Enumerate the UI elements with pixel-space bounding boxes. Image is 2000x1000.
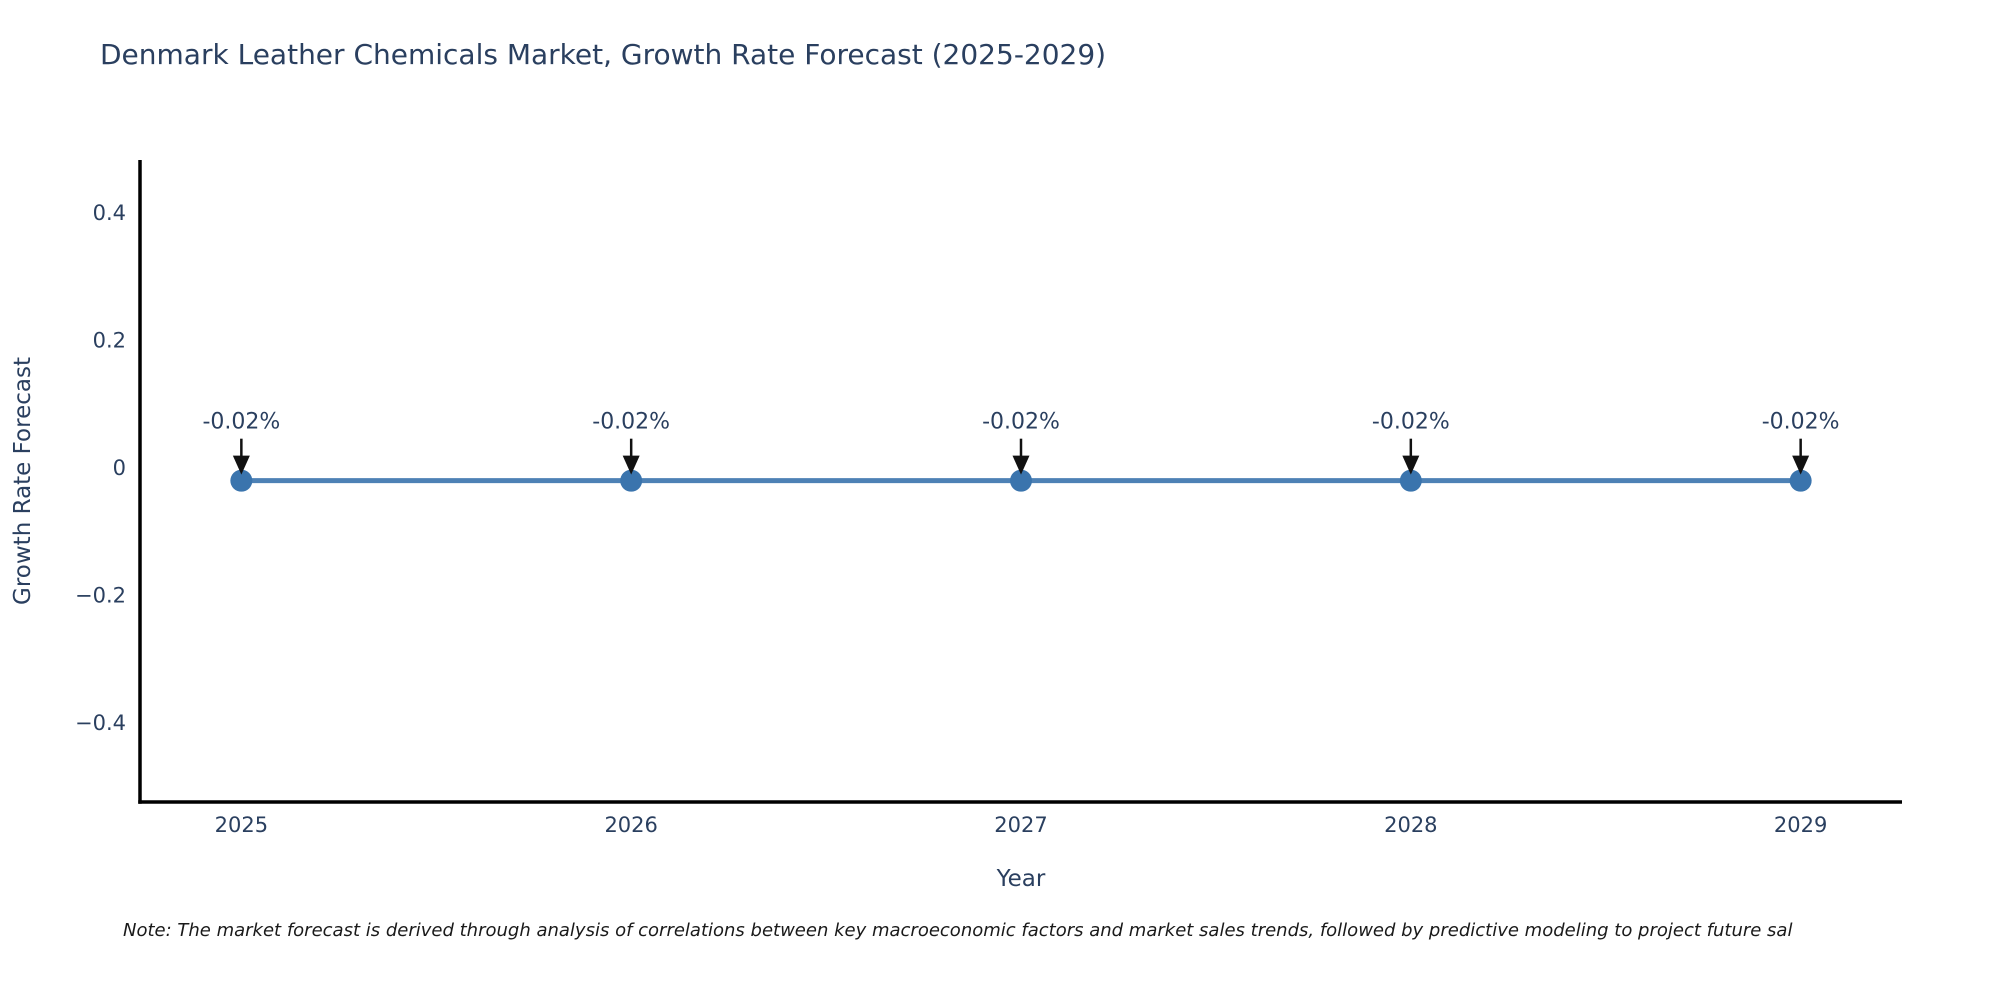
annotation-label: -0.02% bbox=[1372, 410, 1450, 435]
x-tick-label: 2028 bbox=[1384, 813, 1437, 837]
footnote: Note: The market forecast is derived thr… bbox=[123, 920, 1793, 941]
data-point bbox=[230, 469, 253, 492]
chart-title: Denmark Leather Chemicals Market, Growth… bbox=[100, 38, 1107, 71]
annotation-arrowhead bbox=[232, 455, 250, 475]
data-point bbox=[620, 469, 643, 492]
annotation-label: -0.02% bbox=[592, 410, 670, 435]
x-tick-label: 2027 bbox=[994, 813, 1047, 837]
x-axis-title: Year bbox=[996, 866, 1046, 892]
data-point bbox=[1789, 469, 1812, 492]
data-point bbox=[1010, 469, 1032, 492]
x-tick-label: 2026 bbox=[604, 813, 657, 837]
annotation-label: -0.02% bbox=[202, 410, 280, 435]
annotation-arrowhead bbox=[1402, 455, 1420, 475]
x-tick-label: 2025 bbox=[215, 813, 268, 837]
y-axis-title: Growth Rate Forecast bbox=[10, 357, 36, 605]
y-tick-label: −0.2 bbox=[75, 583, 126, 607]
y-tick-label: 0 bbox=[113, 456, 126, 480]
y-tick-label: 0.4 bbox=[93, 201, 126, 225]
annotation-arrowhead bbox=[1012, 455, 1030, 475]
annotation-label: -0.02% bbox=[982, 410, 1060, 435]
y-tick-label: −0.4 bbox=[75, 711, 126, 735]
x-tick-label: 2029 bbox=[1774, 813, 1827, 837]
data-point bbox=[1399, 469, 1422, 492]
y-tick-label: 0.2 bbox=[93, 328, 126, 352]
annotation-label: -0.02% bbox=[1762, 410, 1840, 435]
annotation-arrowhead bbox=[622, 455, 640, 475]
annotation-arrowhead bbox=[1792, 455, 1810, 475]
